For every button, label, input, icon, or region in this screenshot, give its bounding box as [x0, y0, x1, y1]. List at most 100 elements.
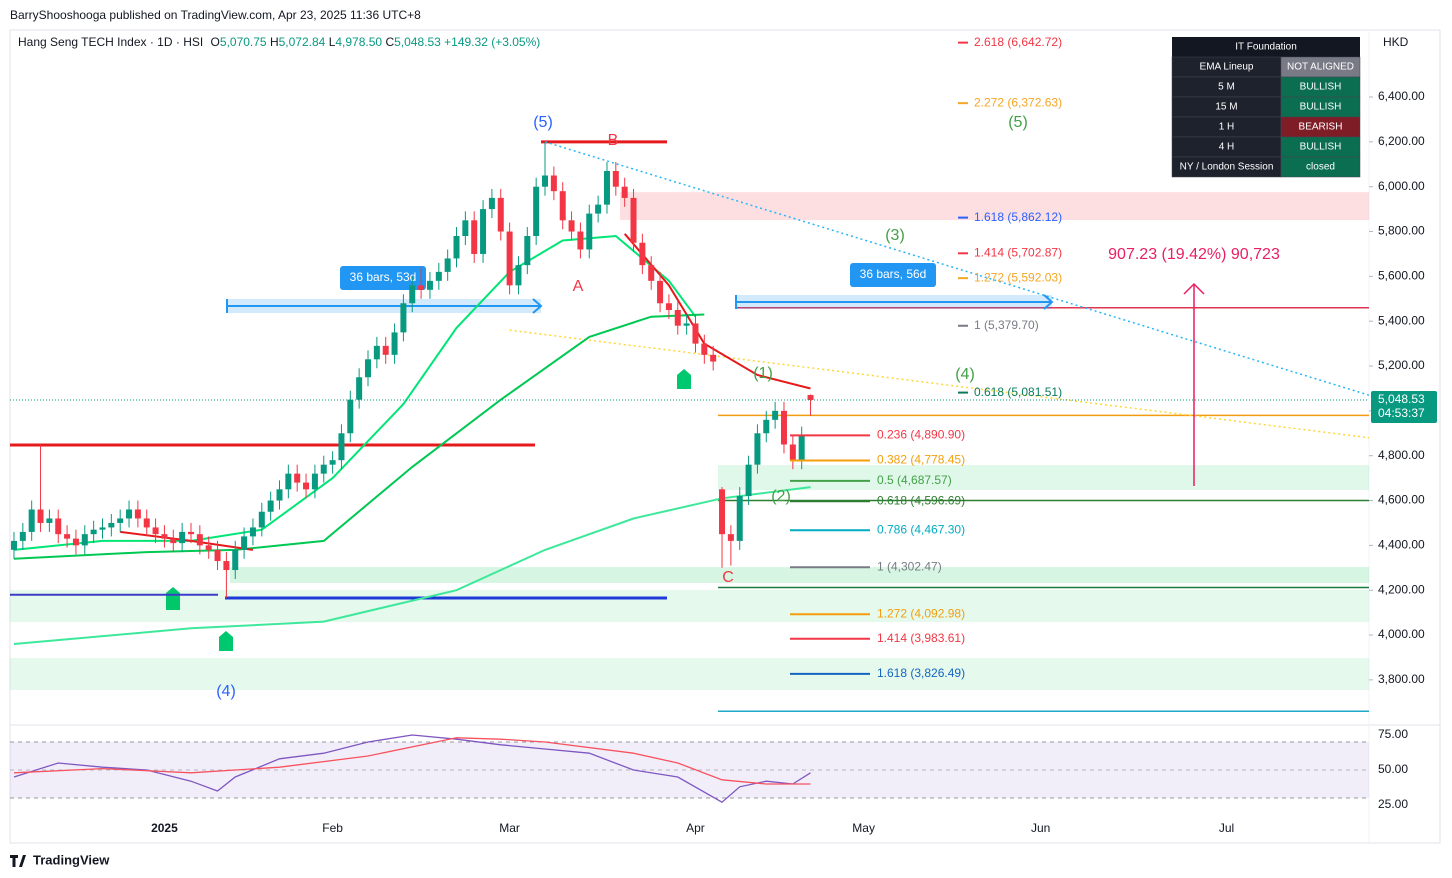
- y-tick-label: 4,800.00: [1378, 448, 1425, 462]
- candle-body: [409, 285, 416, 304]
- price-tag-timer: 04:53:37: [1378, 406, 1425, 420]
- candle-body: [435, 271, 442, 281]
- table-status: BULLISH: [1300, 142, 1342, 153]
- x-tick-label: Apr: [686, 821, 705, 835]
- move-arrow-head: [1183, 282, 1205, 295]
- table-status: BEARISH: [1299, 122, 1343, 133]
- candle-body: [143, 518, 150, 528]
- candle-body: [586, 213, 593, 250]
- candle-body: [471, 220, 478, 254]
- candle-body: [311, 473, 318, 490]
- zone: [230, 567, 1369, 584]
- table-title: IT Foundation: [1235, 42, 1297, 53]
- y-tick-label: 5,400.00: [1378, 313, 1425, 327]
- candle-body: [108, 522, 115, 528]
- rsi-line: [13, 737, 811, 785]
- candle-body: [347, 399, 354, 434]
- candle-body: [798, 435, 805, 461]
- rsi-line: [13, 734, 811, 803]
- x-tick-label: Jun: [1031, 821, 1050, 835]
- ohlc-key: O: [210, 35, 220, 49]
- candle-body: [657, 280, 664, 304]
- signal-marker: [677, 369, 691, 389]
- wave-label: A: [573, 278, 584, 295]
- candle-body: [506, 231, 513, 286]
- measure-arrow: [532, 298, 543, 314]
- candle-body: [400, 303, 407, 333]
- signal-marker: [166, 587, 180, 610]
- y-tick-label: 6,000.00: [1378, 179, 1425, 193]
- fib-label: 1 (4,302.47): [877, 559, 942, 573]
- candle-body: [648, 265, 655, 281]
- candle-body: [232, 549, 239, 571]
- wave-label: B: [608, 132, 619, 149]
- fib-label: 2.272 (6,372.63): [974, 95, 1062, 109]
- candle-body: [152, 527, 159, 535]
- candle-body: [223, 561, 230, 571]
- candle-body: [772, 410, 779, 420]
- wave-label: (4): [955, 366, 975, 383]
- candle-body: [621, 186, 628, 198]
- price-tag: [1371, 390, 1437, 423]
- candle-body: [19, 531, 26, 541]
- change: +149.32 (+3.05%): [444, 35, 541, 49]
- candle-body: [736, 496, 743, 541]
- measure-label-bg: [850, 263, 936, 287]
- candle-body: [780, 410, 787, 445]
- candle-body: [64, 534, 71, 539]
- fib-label: 0.618 (4,596.69): [877, 493, 965, 507]
- candle-body: [789, 444, 796, 461]
- candle-body: [161, 534, 168, 539]
- y-tick-label: 6,400.00: [1378, 89, 1425, 103]
- wave-label: (4): [216, 683, 236, 700]
- ohlc-value: 5,048.53: [394, 35, 441, 49]
- candle-body: [303, 482, 310, 490]
- indicator-line: [13, 486, 811, 645]
- candle-body: [391, 332, 398, 355]
- table-header-bg: [1172, 37, 1360, 57]
- table-status-bg: [1280, 156, 1361, 178]
- candle-body: [754, 433, 761, 465]
- fib-label: 1.272 (4,092.98): [877, 606, 965, 620]
- candle-body: [10, 540, 17, 550]
- fib-label: 0.786 (4,467.30): [877, 522, 965, 536]
- table-label: 15 M: [1215, 102, 1237, 113]
- candle-body: [462, 220, 469, 237]
- symbol-line: Hang Seng TECH Index · 1D · HSI O5,070.7…: [18, 35, 540, 49]
- candle-body: [28, 509, 35, 532]
- candle-body: [373, 345, 380, 360]
- table-status: BULLISH: [1300, 82, 1342, 93]
- candle-body: [515, 265, 522, 286]
- candle-body: [418, 285, 425, 290]
- table-status: BULLISH: [1300, 102, 1342, 113]
- candle-body: [356, 377, 363, 400]
- candle-body: [267, 500, 274, 512]
- candle-body: [81, 534, 88, 546]
- y-tick-label: 5,800.00: [1378, 224, 1425, 238]
- wave-label: (2): [771, 488, 791, 505]
- candle-body: [99, 527, 106, 530]
- candle-body: [533, 186, 540, 237]
- candle-body: [205, 545, 212, 550]
- candle-body: [480, 209, 487, 254]
- y-tick-label: 3,800.00: [1378, 672, 1425, 686]
- x-tick-label: Mar: [499, 821, 520, 835]
- fib-label: 0.618 (5,081.51): [974, 385, 1062, 399]
- y-tick-label: 4,600.00: [1378, 493, 1425, 507]
- zone: [718, 465, 1369, 490]
- candle-body: [612, 171, 619, 187]
- trend-line: [509, 329, 1370, 439]
- zone: [10, 589, 1369, 623]
- fib-label: 0.236 (4,890.90): [877, 427, 965, 441]
- table-label: 1 H: [1219, 122, 1235, 133]
- candle-body: [568, 220, 575, 232]
- candle-body: [807, 395, 814, 400]
- candle-body: [196, 534, 203, 546]
- candle-body: [542, 175, 549, 187]
- candle-body: [701, 343, 708, 355]
- table-status: closed: [1306, 162, 1335, 173]
- indicator-line: [13, 313, 705, 560]
- brand: TradingView: [33, 852, 110, 867]
- fib-label: 1.272 (5,592.03): [974, 270, 1062, 284]
